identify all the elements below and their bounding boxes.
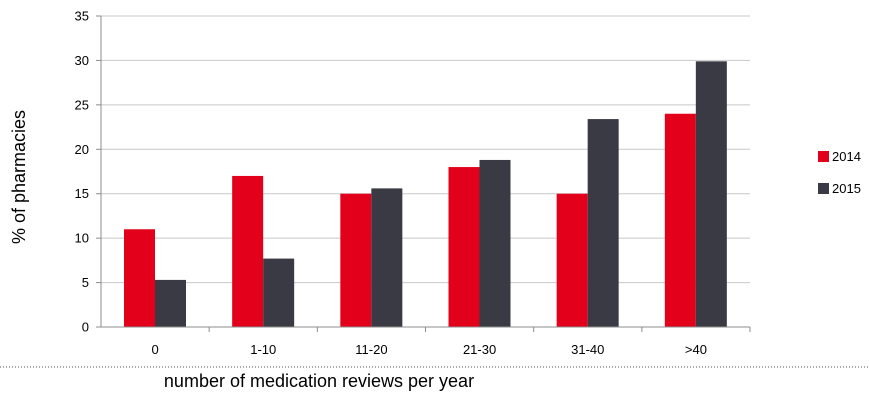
x-tick-label: >40 bbox=[685, 342, 707, 357]
legend: 2014 2015 bbox=[818, 149, 861, 196]
bar bbox=[664, 113, 696, 327]
bar bbox=[155, 279, 186, 327]
y-tick-label: 20 bbox=[75, 142, 89, 157]
y-tick-label: 10 bbox=[75, 231, 89, 246]
bar bbox=[340, 193, 372, 327]
y-tick-label: 0 bbox=[82, 320, 89, 335]
legend-swatch bbox=[818, 183, 829, 194]
x-tick-label: 11-20 bbox=[355, 342, 387, 357]
axes bbox=[96, 15, 751, 332]
bar bbox=[232, 175, 264, 327]
x-tick-label: 0 bbox=[151, 342, 158, 357]
bars bbox=[124, 61, 727, 328]
x-tick-label: 21-30 bbox=[463, 342, 496, 357]
x-tick-label: 31-40 bbox=[571, 342, 604, 357]
legend-label: 2015 bbox=[832, 181, 861, 196]
x-axis-title: number of medication reviews per year bbox=[164, 371, 474, 391]
legend-label: 2014 bbox=[832, 149, 861, 164]
x-tick-label: 1-10 bbox=[250, 342, 276, 357]
y-tick-labels: 0 5 10 15 20 25 30 35 bbox=[75, 9, 89, 335]
y-tick-label: 15 bbox=[75, 186, 89, 201]
legend-swatch bbox=[818, 151, 829, 162]
gridlines bbox=[101, 15, 750, 284]
y-tick-label: 25 bbox=[75, 97, 89, 112]
y-tick-label: 35 bbox=[75, 9, 89, 24]
bar bbox=[124, 229, 155, 327]
bar bbox=[695, 61, 727, 328]
y-tick-label: 5 bbox=[82, 275, 89, 290]
bar bbox=[479, 159, 511, 327]
bar bbox=[371, 188, 403, 327]
bar bbox=[448, 167, 480, 327]
bar bbox=[556, 193, 588, 327]
y-axis-title: % of pharmacies bbox=[9, 110, 29, 244]
x-tick-labels: 0 1-10 11-20 21-30 31-40 >40 bbox=[151, 342, 706, 357]
y-tick-label: 30 bbox=[75, 53, 89, 68]
bar bbox=[263, 258, 295, 327]
bar bbox=[587, 119, 619, 328]
